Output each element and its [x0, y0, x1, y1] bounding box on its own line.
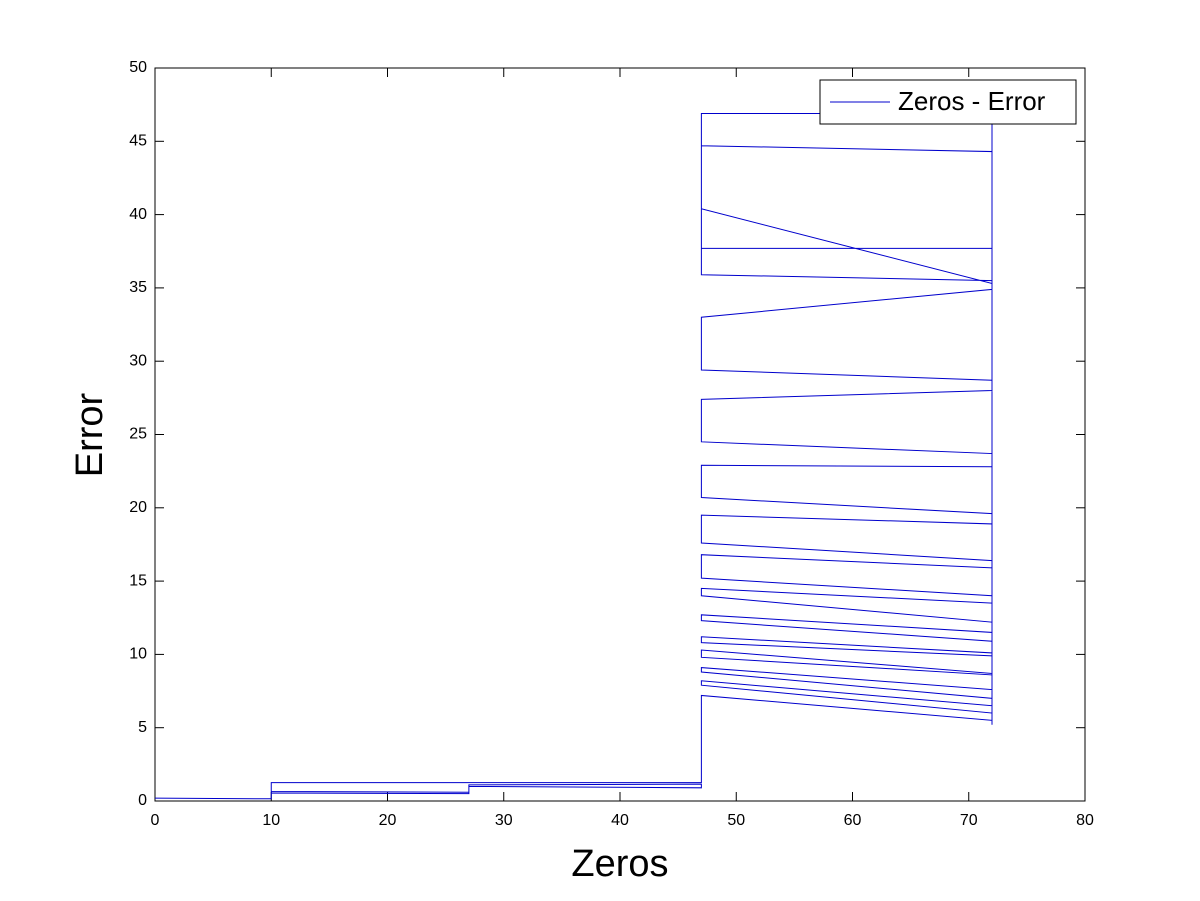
- data-line: [154, 112, 993, 800]
- x-tick-label: 60: [844, 812, 862, 829]
- y-tick-label: 20: [129, 499, 147, 516]
- legend-label: Zeros - Error: [898, 86, 1046, 116]
- y-tick-label: 0: [138, 792, 147, 809]
- y-tick-label: 25: [129, 426, 147, 443]
- legend-box: [819, 79, 1077, 125]
- y-tick-label: 30: [129, 352, 147, 369]
- x-tick-label: 80: [1076, 812, 1094, 829]
- plot-frame: [154, 67, 1086, 802]
- y-tick-label: 50: [129, 59, 147, 76]
- y-tick-label: 35: [129, 279, 147, 296]
- x-tick-label: 20: [379, 812, 397, 829]
- x-tick-label: 70: [960, 812, 978, 829]
- y-tick-label: 10: [129, 646, 147, 663]
- y-tick-label: 15: [129, 572, 147, 589]
- y-tick-label: 5: [138, 719, 147, 736]
- x-tick-label: 50: [727, 812, 745, 829]
- y-axis-title: Error: [69, 392, 111, 477]
- x-tick-label: 10: [262, 812, 280, 829]
- x-tick-label: 0: [151, 812, 160, 829]
- x-axis-title: Zeros: [571, 843, 668, 885]
- x-tick-label: 30: [495, 812, 513, 829]
- x-tick-label: 40: [611, 812, 629, 829]
- y-tick-label: 45: [129, 133, 147, 150]
- y-tick-label: 40: [129, 206, 147, 223]
